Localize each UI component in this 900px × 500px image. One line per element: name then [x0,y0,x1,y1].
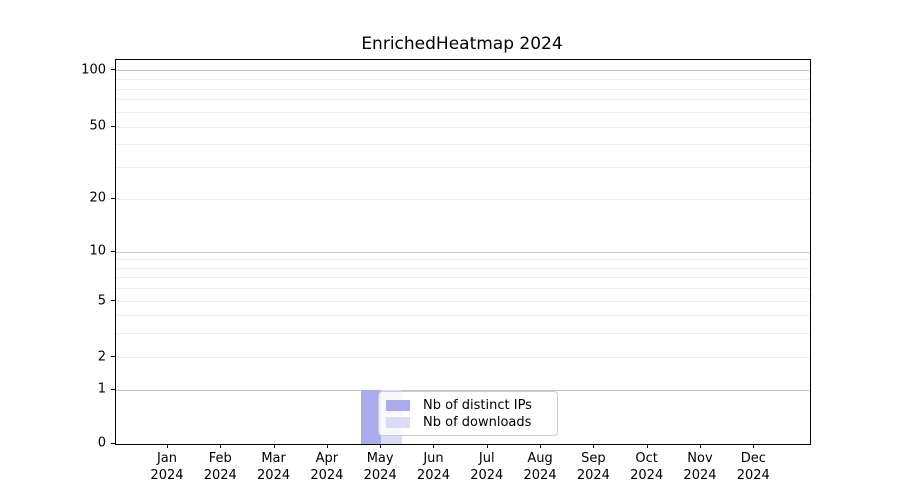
y-tick-mark [111,442,115,444]
gridline-y-20 [116,198,810,200]
gridline-y-5 [116,301,810,303]
x-tick-mark [380,444,382,448]
y-tick-label: 2 [97,349,106,365]
x-tick-mark [593,444,595,448]
x-tick-label: Nov 2024 [683,451,717,483]
x-tick-mark [273,444,275,448]
y-tick-mark [111,388,115,390]
legend-label: Nb of distinct IPs [423,397,532,413]
gridline-y-50 [116,126,810,128]
gridline-y-70 [116,99,810,101]
x-tick-label: May 2024 [363,451,397,483]
bar-may-distinct-ips [361,390,382,444]
gridline-y-80 [116,88,810,90]
x-tick-mark [220,444,222,448]
gridline-y-90 [116,78,810,80]
y-tick-label: 5 [97,293,106,309]
gridline-y-10 [116,251,810,253]
x-tick-mark [540,444,542,448]
y-tick-mark [111,197,115,199]
gridline-y-4 [116,315,810,317]
gridline-y-40 [116,144,810,146]
x-tick-mark [753,444,755,448]
legend-swatch-downloads [386,416,410,428]
chart-title: EnrichedHeatmap 2024 [361,34,563,54]
gridline-y-7 [116,277,810,279]
y-tick-mark [111,125,115,127]
x-tick-mark [699,444,701,448]
gridline-y-6 [116,288,810,290]
x-tick-label: Aug 2024 [523,451,557,483]
y-tick-label: 50 [89,118,106,134]
y-tick-mark [111,300,115,302]
y-tick-label: 100 [81,62,106,78]
y-tick-mark [111,250,115,252]
y-tick-label: 0 [97,435,106,451]
x-tick-mark [646,444,648,448]
y-tick-mark [111,356,115,358]
x-tick-label: Feb 2024 [203,451,237,483]
legend-swatch-distinct-ips [386,399,410,411]
x-tick-label: Mar 2024 [257,451,291,483]
x-tick-label: Oct 2024 [630,451,664,483]
y-tick-label: 10 [89,243,106,259]
legend: Nb of distinct IPs Nb of downloads [378,391,558,436]
plot-area [115,59,811,445]
x-tick-label: Dec 2024 [736,451,770,483]
gridline-y-2 [116,357,810,359]
x-tick-mark [486,444,488,448]
x-tick-label: Apr 2024 [310,451,344,483]
gridline-y-3 [116,332,810,334]
x-tick-mark [166,444,168,448]
x-tick-mark [433,444,435,448]
gridline-y-9 [116,259,810,261]
gridline-y-30 [116,166,810,168]
x-tick-label: Jun 2024 [416,451,451,483]
gridline-y-1 [116,389,810,391]
legend-item: Nb of distinct IPs [386,397,549,413]
legend-item: Nb of downloads [386,414,549,430]
x-tick-label: Sep 2024 [576,451,610,483]
gridline-y-100 [116,70,810,72]
x-tick-label: Jul 2024 [470,451,504,483]
gridline-y-60 [116,111,810,113]
x-tick-mark [326,444,328,448]
legend-label: Nb of downloads [423,414,532,430]
gridline-y-8 [116,267,810,269]
y-tick-label: 20 [89,190,106,206]
y-tick-label: 1 [97,381,106,397]
x-tick-label: Jan 2024 [150,451,184,483]
y-tick-mark [111,69,115,71]
